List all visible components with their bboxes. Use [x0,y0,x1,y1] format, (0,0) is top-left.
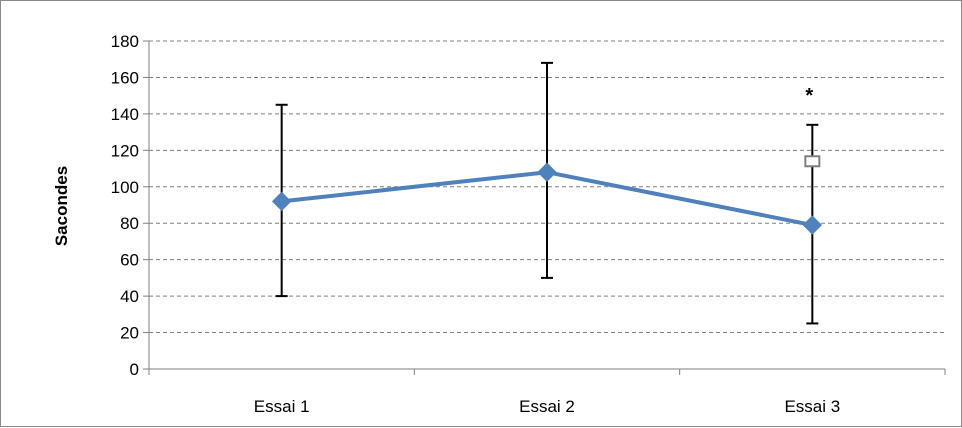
y-tick-label-60: 60 [120,251,139,270]
extra-point-square [804,155,821,168]
data-point-2 [537,162,557,182]
y-tick-label-160: 160 [111,68,139,87]
x-tick-label-2: Essai 2 [519,397,575,416]
significance-asterisk: * [805,85,813,107]
y-tick-label-100: 100 [111,178,139,197]
y-tick-label-140: 140 [111,105,139,124]
x-tick-label-3: Essai 3 [784,397,840,416]
y-tick-label-40: 40 [120,287,139,306]
data-point-1 [271,191,292,212]
y-tick-label-0: 0 [130,360,139,379]
y-tick-label-120: 120 [111,141,139,160]
y-tick-label-180: 180 [111,32,139,51]
x-tick-label-1: Essai 1 [254,397,310,416]
y-axis-title: Sacondes [52,166,71,246]
y-tick-label-80: 80 [120,214,139,233]
data-point-3 [802,215,823,235]
y-tick-label-20: 20 [120,324,139,343]
